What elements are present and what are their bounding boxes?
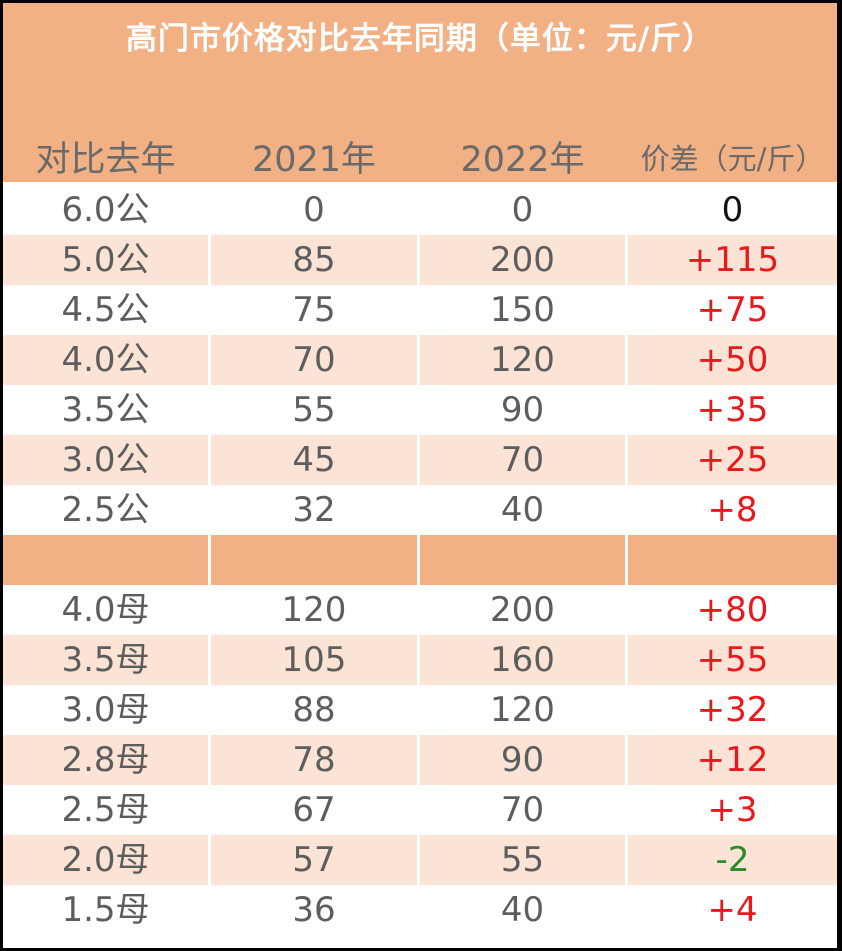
value-2022-cell: 40 [500, 890, 545, 930]
table-row: 6.0公 0 0 0 [3, 185, 837, 235]
price-diff-cell: +12 [628, 735, 837, 785]
table-row: 5.0公 85 200 +115 [3, 235, 837, 285]
table-row: 1.5母 36 40 +4 [3, 885, 837, 935]
price-diff-cell: +80 [696, 590, 769, 630]
value-2021-cell: 75 [292, 290, 336, 330]
price-diff-cell: +25 [628, 435, 837, 485]
table-row: 2.5公 32 40 +8 [3, 485, 837, 535]
price-diff-cell: +55 [628, 635, 837, 685]
value-2021-cell: 85 [211, 235, 417, 285]
table-row: 2.8母 78 90 +12 [3, 735, 837, 785]
table-row: 3.5公 55 90 +35 [3, 385, 837, 435]
spec-cell: 4.0母 [61, 590, 150, 630]
table-row: 4.0母 120 200 +80 [3, 585, 837, 635]
value-2022-cell: 150 [490, 290, 555, 330]
value-2022-cell: 120 [420, 335, 625, 385]
price-diff-cell: -2 [628, 835, 837, 885]
spec-cell: 4.0公 [3, 335, 208, 385]
spec-cell: 1.5母 [61, 890, 150, 930]
separator-cell [420, 535, 625, 585]
value-2021-cell: 36 [292, 890, 336, 930]
table-row: 3.0公 45 70 +25 [3, 435, 837, 485]
value-2022-cell: 200 [420, 235, 625, 285]
price-diff-cell: +8 [707, 490, 758, 530]
spec-cell: 6.0公 [61, 190, 150, 230]
value-2022-cell: 120 [490, 690, 555, 730]
price-comparison-table: 高门市价格对比去年同期（单位：元/斤） 对比去年 2021年 2022年 价差（… [3, 3, 837, 948]
spec-cell: 2.0母 [3, 835, 208, 885]
price-diff-cell: +32 [696, 690, 769, 730]
header-2022: 2022年 [460, 140, 585, 180]
separator-cell [211, 535, 417, 585]
table-title: 高门市价格对比去年同期（单位：元/斤） [125, 21, 715, 57]
value-2022-cell: 70 [420, 435, 625, 485]
price-diff-cell: +3 [707, 790, 758, 830]
value-2022-cell: 160 [420, 635, 625, 685]
spec-cell: 3.0公 [3, 435, 208, 485]
price-diff-cell: 0 [721, 190, 744, 230]
header-compare: 对比去年 [35, 140, 176, 180]
value-2021-cell: 55 [292, 390, 336, 430]
spec-cell: 2.5公 [61, 490, 150, 530]
value-2022-cell: 200 [490, 590, 555, 630]
spec-cell: 3.5母 [3, 635, 208, 685]
table-row: 2.5母 67 70 +3 [3, 785, 837, 835]
spec-cell: 3.0母 [61, 690, 150, 730]
value-2022-cell: 90 [420, 735, 625, 785]
table-row: 4.5公 75 150 +75 [3, 285, 837, 335]
spec-cell: 2.8母 [3, 735, 208, 785]
table-header: 高门市价格对比去年同期（单位：元/斤） 对比去年 2021年 2022年 价差（… [3, 3, 837, 182]
value-2021-cell: 67 [292, 790, 336, 830]
value-2021-cell: 88 [292, 690, 336, 730]
spec-cell: 5.0公 [3, 235, 208, 285]
table-row: 2.0母 57 55 -2 [3, 835, 837, 885]
value-2021-cell: 120 [281, 590, 347, 630]
value-2022-cell: 70 [500, 790, 545, 830]
separator-row [3, 535, 837, 585]
separator-cell [628, 535, 837, 585]
spec-cell: 4.5公 [61, 290, 150, 330]
price-diff-cell: +75 [696, 290, 769, 330]
value-2022-cell: 0 [511, 190, 534, 230]
header-price-diff: 价差（元/斤） [640, 142, 825, 176]
value-2022-cell: 90 [500, 390, 545, 430]
table-row: 3.5母 105 160 +55 [3, 635, 837, 685]
value-2022-cell: 55 [420, 835, 625, 885]
table-row: 4.0公 70 120 +50 [3, 335, 837, 385]
value-2021-cell: 105 [211, 635, 417, 685]
value-2021-cell: 32 [292, 490, 336, 530]
price-diff-cell: +4 [707, 890, 758, 930]
value-2021-cell: 78 [211, 735, 417, 785]
value-2022-cell: 40 [500, 490, 545, 530]
value-2021-cell: 0 [303, 190, 325, 230]
table-row: 3.0母 88 120 +32 [3, 685, 837, 735]
price-diff-cell: +115 [628, 235, 837, 285]
price-diff-cell: +50 [628, 335, 837, 385]
header-2021: 2021年 [251, 140, 377, 180]
value-2021-cell: 57 [211, 835, 417, 885]
spec-cell: 3.5公 [61, 390, 150, 430]
separator-cell [3, 535, 208, 585]
spec-cell: 2.5母 [61, 790, 150, 830]
value-2021-cell: 45 [211, 435, 417, 485]
value-2021-cell: 70 [211, 335, 417, 385]
price-diff-cell: +35 [696, 390, 769, 430]
